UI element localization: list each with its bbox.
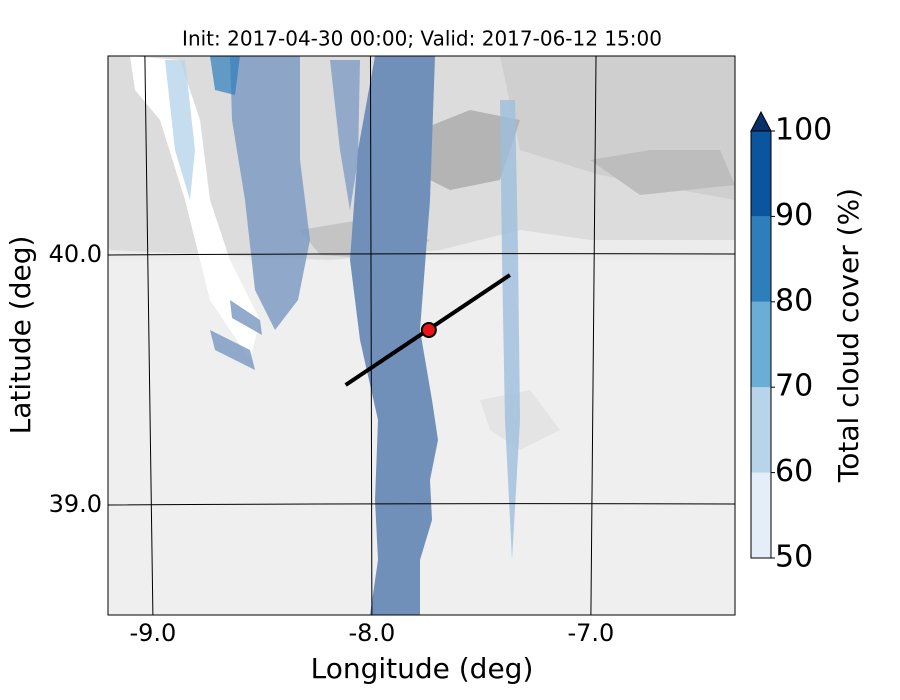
colorbar-label: Total cloud cover (%)	[832, 188, 865, 483]
terrain	[410, 110, 520, 190]
colorbar-segment	[751, 131, 771, 217]
colorbar-frame	[750, 130, 772, 559]
colorbar-tick-label: 100	[775, 113, 832, 148]
colorbar-tick-label: 90	[775, 198, 813, 233]
colorbar-segment	[751, 216, 771, 302]
location-marker	[420, 322, 437, 338]
cloud-band	[330, 60, 360, 210]
colorbar-tick-label: 70	[775, 369, 813, 404]
y-tick-label: 40.0	[49, 240, 102, 268]
cloud-free	[130, 56, 260, 360]
cloud-band	[165, 60, 195, 200]
colorbar-tick-label: 60	[775, 454, 813, 489]
y-axis-label: Latitude (deg)	[4, 236, 37, 435]
grid-line	[107, 503, 736, 506]
map-layer	[108, 56, 735, 615]
cloud-band	[500, 100, 520, 560]
colorbar-tick-label: 50	[775, 540, 813, 575]
grid-line	[369, 55, 373, 616]
terrain	[590, 150, 735, 195]
chart-title: Init: 2017-04-30 00:00; Valid: 2017-06-1…	[182, 27, 662, 51]
cloud-band	[230, 56, 310, 330]
y-tick-label: 39.0	[49, 490, 102, 518]
x-tick-label: -7.0	[567, 619, 614, 647]
x-tick-label: -8.0	[348, 619, 395, 647]
colorbar-tick-label: 80	[775, 283, 813, 318]
colorbar-segment	[751, 472, 771, 558]
cloud-band	[350, 56, 438, 615]
cloud-band	[210, 56, 240, 95]
x-tick-label: -9.0	[129, 619, 176, 647]
grid-line	[107, 253, 736, 256]
cloud-band	[210, 300, 262, 370]
colorbar-segment	[751, 301, 771, 388]
plot-frame	[107, 55, 736, 616]
x-axis-label: Longitude (deg)	[311, 652, 534, 685]
colorbar-extension	[750, 110, 772, 132]
colorbar-segment	[751, 387, 771, 473]
grid-line	[590, 55, 597, 616]
graticule	[107, 55, 736, 616]
grid-line	[144, 55, 154, 616]
